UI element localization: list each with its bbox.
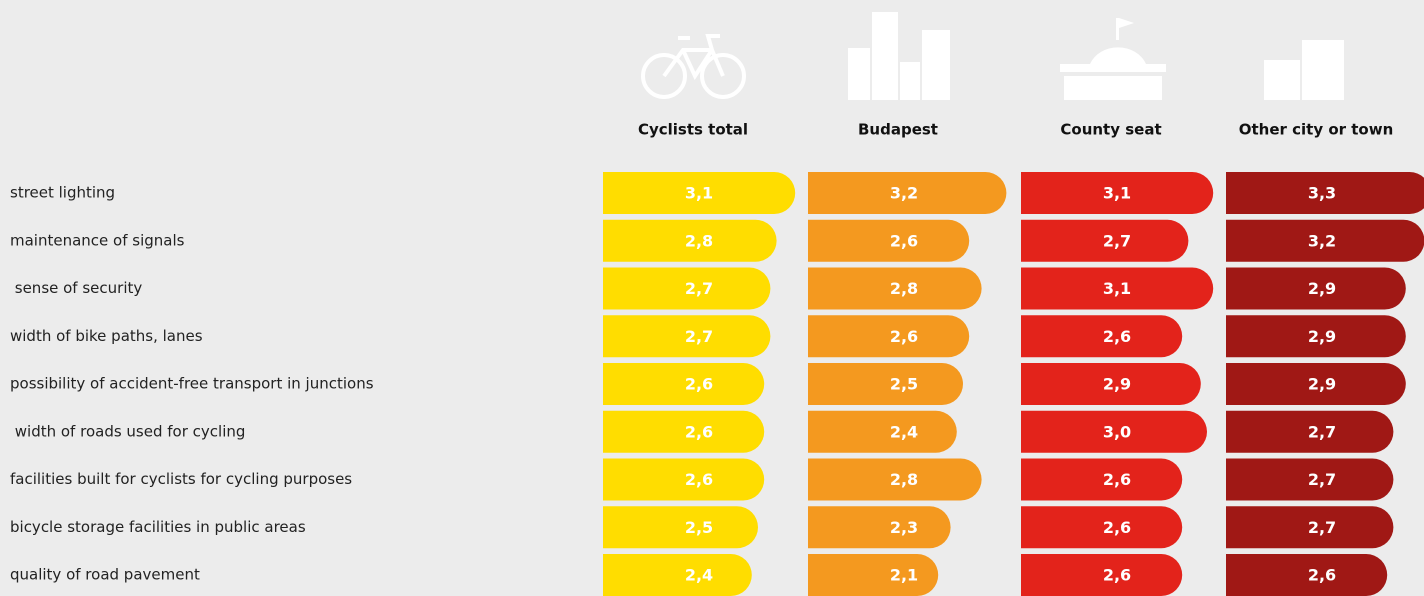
column-header: Budapest (858, 121, 938, 139)
bar (603, 554, 752, 596)
bar (1021, 267, 1214, 310)
value-label: 2,9 (1308, 375, 1336, 394)
category-label: facilities built for cyclists for cyclin… (10, 470, 352, 488)
bar (1021, 219, 1189, 262)
value-label: 2,6 (1308, 566, 1336, 585)
bar (1021, 363, 1201, 405)
category-label: width of bike paths, lanes (10, 327, 203, 345)
column-header: County seat (1060, 121, 1161, 139)
bar (1021, 172, 1214, 214)
bar (808, 363, 963, 405)
value-label: 2,7 (1308, 422, 1336, 441)
value-label: 2,6 (1103, 327, 1131, 346)
bar (1226, 315, 1406, 358)
value-label: 2,5 (685, 518, 713, 537)
value-label: 2,5 (890, 375, 918, 394)
bar (808, 458, 982, 501)
budapest-icon (848, 12, 950, 100)
bar (808, 172, 1007, 214)
bar (1021, 410, 1207, 453)
bar (603, 363, 765, 405)
category-label: sense of security (10, 279, 142, 297)
category-label: possibility of accident-free transport i… (10, 375, 374, 393)
value-label: 2,7 (1103, 231, 1131, 250)
value-label: 2,6 (1103, 518, 1131, 537)
column-header: Cyclists total (638, 121, 748, 139)
category-label: bicycle storage facilities in public are… (10, 518, 306, 536)
value-label: 3,2 (890, 184, 918, 203)
value-label: 2,6 (1103, 566, 1131, 585)
value-label: 2,6 (1103, 470, 1131, 489)
bar (1226, 267, 1406, 310)
bar (808, 554, 939, 596)
bike-icon (641, 34, 746, 99)
value-label: 3,1 (1103, 279, 1131, 298)
value-label: 2,6 (890, 327, 918, 346)
value-label: 2,8 (890, 470, 918, 489)
value-label: 2,1 (890, 566, 918, 585)
value-label: 2,9 (1103, 375, 1131, 394)
bar (1226, 458, 1394, 501)
category-label: street lighting (10, 184, 115, 202)
value-label: 2,7 (685, 279, 713, 298)
bar (808, 267, 982, 310)
value-label: 2,6 (685, 422, 713, 441)
category-label: maintenance of signals (10, 231, 185, 249)
value-label: 2,8 (890, 279, 918, 298)
bar (603, 315, 771, 358)
bar (808, 410, 957, 453)
value-label: 2,8 (685, 231, 713, 250)
other-city-icon (1264, 40, 1344, 100)
bar (603, 458, 765, 501)
value-label: 2,9 (1308, 279, 1336, 298)
category-label: quality of road pavement (10, 566, 200, 584)
value-label: 2,7 (1308, 470, 1336, 489)
value-label: 2,6 (685, 375, 713, 394)
bar (1226, 219, 1424, 262)
bar (1226, 363, 1406, 405)
bar (1021, 315, 1183, 358)
value-label: 2,4 (685, 566, 713, 585)
bar (1021, 554, 1183, 596)
bar (808, 315, 970, 358)
value-label: 2,7 (1308, 518, 1336, 537)
value-label: 2,9 (1308, 327, 1336, 346)
bar (603, 506, 758, 549)
bar (603, 267, 771, 310)
bar (1021, 458, 1183, 501)
value-label: 3,2 (1308, 231, 1336, 250)
value-label: 3,0 (1103, 422, 1131, 441)
value-label: 2,6 (685, 470, 713, 489)
bar (603, 172, 796, 214)
value-label: 2,6 (890, 231, 918, 250)
value-label: 2,3 (890, 518, 918, 537)
category-label: width of roads used for cycling (10, 422, 245, 440)
value-label: 3,1 (685, 184, 713, 203)
value-label: 2,7 (685, 327, 713, 346)
bar (603, 410, 765, 453)
bar (1021, 506, 1183, 549)
value-label: 2,4 (890, 422, 918, 441)
value-label: 3,1 (1103, 184, 1131, 203)
bar (1226, 506, 1394, 549)
bar (808, 506, 951, 549)
bar (808, 219, 970, 262)
bar (1226, 172, 1424, 214)
column-header: Other city or town (1239, 121, 1394, 139)
value-label: 3,3 (1308, 184, 1336, 203)
bar (1226, 410, 1394, 453)
bar (1226, 554, 1388, 596)
county-seat-icon (1060, 18, 1166, 100)
bar (603, 219, 777, 262)
